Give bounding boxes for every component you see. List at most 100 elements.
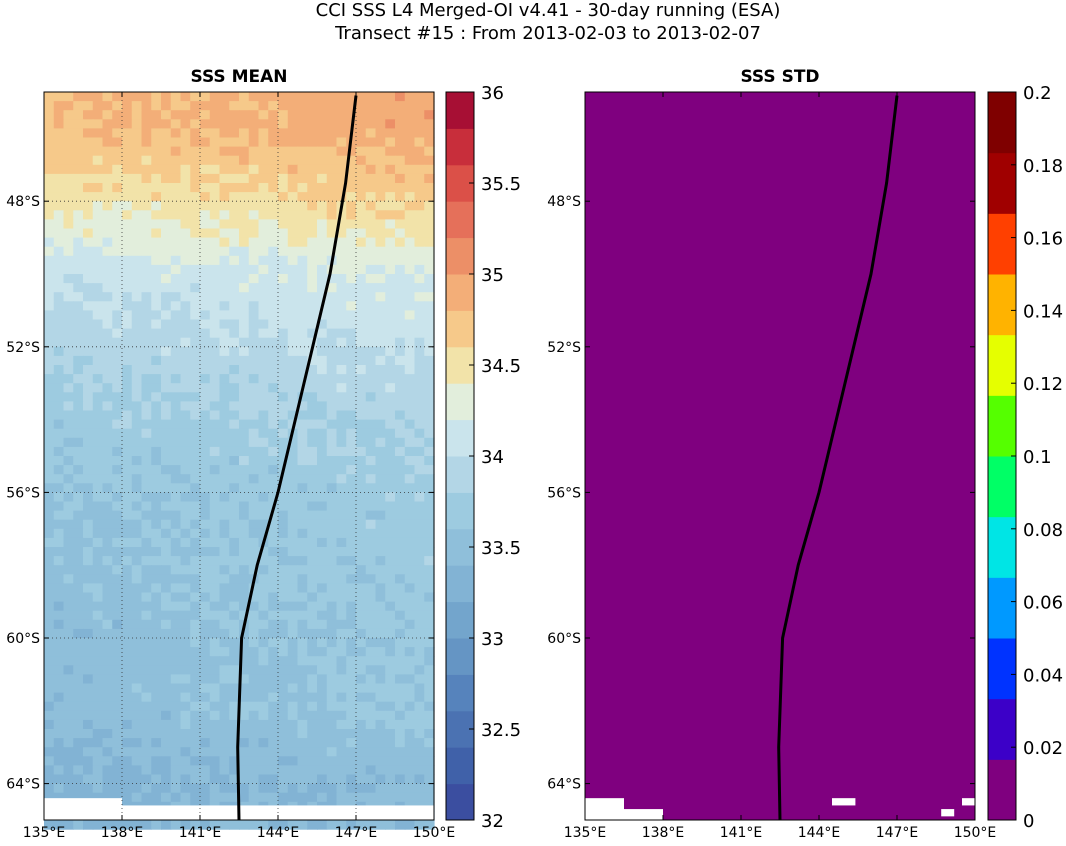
field-cell bbox=[73, 155, 84, 166]
field-cell bbox=[385, 820, 396, 830]
field-cell bbox=[122, 456, 133, 466]
field-cell bbox=[239, 747, 250, 757]
field-cell bbox=[63, 710, 74, 721]
field-cell bbox=[414, 701, 425, 712]
field-cell bbox=[83, 665, 94, 675]
field-cell bbox=[141, 219, 152, 230]
field-cell bbox=[229, 519, 240, 530]
field-cell bbox=[404, 610, 416, 621]
field-cell bbox=[102, 592, 113, 603]
field-cell bbox=[268, 565, 279, 575]
field-cell bbox=[180, 592, 191, 603]
field-cell bbox=[73, 392, 84, 402]
field-cell bbox=[385, 255, 396, 266]
field-cell bbox=[404, 219, 416, 230]
field-cell bbox=[63, 820, 74, 830]
field-cell bbox=[248, 374, 260, 384]
field-cell bbox=[424, 683, 435, 694]
field-cell bbox=[122, 820, 133, 830]
field-cell bbox=[92, 601, 104, 612]
field-cell bbox=[317, 574, 328, 584]
field-cell bbox=[317, 656, 328, 666]
field-cell bbox=[229, 638, 240, 648]
field-cell bbox=[317, 501, 328, 512]
field-cell bbox=[336, 374, 347, 384]
field-cell bbox=[219, 274, 230, 284]
field-cell bbox=[424, 692, 435, 703]
field-cell bbox=[73, 820, 84, 830]
colorbar-segment bbox=[446, 638, 474, 675]
field-cell bbox=[102, 365, 113, 375]
field-cell bbox=[200, 392, 211, 402]
field-cell bbox=[170, 155, 182, 166]
field-cell bbox=[395, 301, 406, 311]
field-cell bbox=[209, 210, 221, 220]
field-cell bbox=[53, 610, 65, 621]
field-cell bbox=[151, 656, 162, 666]
field-cell bbox=[346, 310, 357, 321]
field-cell bbox=[258, 565, 269, 575]
field-cell bbox=[278, 519, 289, 530]
field-cell bbox=[258, 556, 269, 566]
field-cell bbox=[131, 337, 143, 348]
field-cell bbox=[44, 446, 55, 457]
field-cell bbox=[317, 592, 328, 603]
x-tick-label: 138°E bbox=[642, 825, 685, 841]
field-cell bbox=[131, 310, 143, 321]
field-cell bbox=[297, 674, 308, 685]
field-cell bbox=[63, 665, 74, 675]
field-cell bbox=[414, 428, 425, 439]
field-cell bbox=[414, 192, 425, 202]
field-cell bbox=[122, 192, 133, 202]
field-cell bbox=[336, 692, 347, 703]
field-cell bbox=[336, 119, 347, 129]
field-cell bbox=[336, 820, 347, 830]
field-cell bbox=[102, 210, 113, 220]
field-cell bbox=[73, 183, 84, 193]
field-cell bbox=[307, 510, 318, 521]
field-cell bbox=[248, 501, 260, 512]
field-cell bbox=[375, 710, 386, 721]
field-cell bbox=[170, 401, 182, 412]
field-cell bbox=[180, 501, 191, 512]
field-cell bbox=[102, 747, 113, 757]
field-cell bbox=[141, 128, 152, 139]
field-cell bbox=[83, 192, 94, 202]
field-cell bbox=[307, 319, 318, 330]
field-cell bbox=[141, 155, 152, 166]
field-cell bbox=[346, 574, 357, 584]
field-cell bbox=[161, 565, 172, 575]
field-cell bbox=[83, 556, 94, 566]
field-cell bbox=[248, 783, 260, 794]
field-cell bbox=[151, 292, 162, 302]
field-cell bbox=[356, 729, 367, 739]
field-cell bbox=[44, 692, 55, 703]
field-cell bbox=[102, 101, 113, 111]
field-cell bbox=[258, 729, 269, 739]
field-cell bbox=[53, 565, 65, 575]
field-cell bbox=[112, 401, 123, 412]
field-cell bbox=[287, 155, 299, 166]
field-cell bbox=[248, 446, 260, 457]
field-cell bbox=[92, 619, 104, 630]
field-cell bbox=[141, 355, 152, 366]
field-cell bbox=[53, 173, 65, 184]
field-cell bbox=[73, 592, 84, 603]
field-cell bbox=[404, 747, 416, 757]
field-cell bbox=[161, 729, 172, 739]
field-cell bbox=[297, 647, 308, 657]
field-cell bbox=[317, 419, 328, 430]
field-cell bbox=[102, 556, 113, 566]
field-cell bbox=[307, 92, 318, 102]
field-cell bbox=[53, 192, 65, 202]
field-cell bbox=[200, 738, 211, 748]
field-cell bbox=[278, 137, 289, 148]
field-cell bbox=[112, 101, 123, 111]
field-cell bbox=[229, 292, 240, 302]
field-cell bbox=[346, 501, 357, 512]
field-cell bbox=[102, 155, 113, 166]
field-cell bbox=[365, 419, 377, 430]
field-cell bbox=[414, 128, 425, 139]
field-cell bbox=[346, 201, 357, 211]
field-cell bbox=[365, 601, 377, 612]
